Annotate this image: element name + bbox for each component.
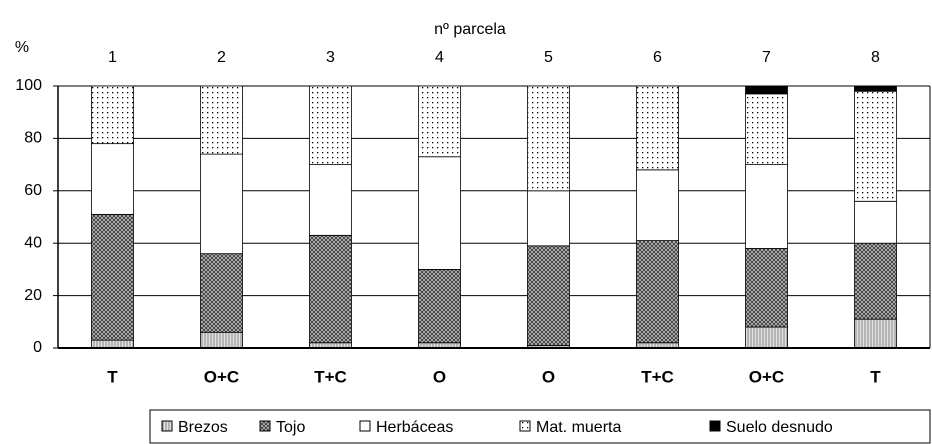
legend-swatch: [519, 420, 531, 432]
x-tick-label: T+C: [314, 367, 347, 386]
legend-swatch: [709, 420, 721, 432]
chart-title: nº parcela: [434, 21, 506, 38]
bar-segment: [636, 85, 679, 171]
y-tick-label: 80: [24, 130, 42, 147]
legend-box: [149, 409, 931, 444]
bar-segment: [745, 326, 788, 349]
bar-segment: [200, 85, 243, 155]
parcel-label: 6: [653, 49, 662, 66]
x-tick-label: T: [870, 367, 881, 386]
bar-segment: [854, 85, 897, 92]
bar-segment: [854, 242, 897, 320]
x-tick-label: O+C: [749, 367, 784, 386]
bar-segment: [418, 268, 461, 344]
parcel-label: 4: [435, 49, 444, 66]
bar-segment: [745, 85, 788, 95]
bar-segment: [200, 153, 243, 255]
parcel-label: 1: [108, 49, 117, 66]
bar-segment: [854, 318, 897, 349]
bar-segment: [91, 143, 134, 215]
parcel-label: 2: [217, 49, 226, 66]
bar-segment: [309, 234, 352, 344]
x-tick-label: O+C: [204, 367, 239, 386]
bar-segment: [418, 156, 461, 270]
bar-segment: [527, 190, 570, 247]
bar-segment: [309, 164, 352, 236]
y-tick-label: 20: [24, 287, 42, 304]
x-tick-label: O: [433, 367, 446, 386]
y-tick-label: 40: [24, 234, 42, 251]
bar-segment: [745, 164, 788, 249]
legend-swatch: [161, 420, 173, 432]
bar-segment: [636, 169, 679, 241]
parcel-label: 7: [762, 49, 771, 66]
bar-segment: [309, 85, 352, 165]
bar-segment: [91, 85, 134, 145]
bar-segment: [200, 253, 243, 333]
bar-segment: [91, 339, 134, 349]
y-tick-label: 60: [24, 182, 42, 199]
bar-segment: [527, 245, 570, 346]
bar-segment: [91, 213, 134, 341]
legend-label: Brezos: [178, 419, 228, 436]
bar-segment: [200, 331, 243, 349]
x-tick-label: T: [107, 367, 118, 386]
legend-label: Mat. muerta: [536, 419, 621, 436]
parcel-label: 8: [871, 49, 880, 66]
legend-label: Suelo desnudo: [726, 419, 833, 436]
legend-label: Herbáceas: [376, 419, 453, 436]
bar-segment: [636, 240, 679, 344]
x-tick-label: T+C: [641, 367, 674, 386]
bar-segment: [745, 93, 788, 165]
y-tick-label: 0: [33, 339, 42, 356]
parcel-label: 3: [326, 49, 335, 66]
legend-swatch: [259, 420, 271, 432]
legend-swatch: [359, 420, 371, 432]
bar-segment: [854, 200, 897, 244]
x-tick-label: O: [542, 367, 555, 386]
y-tick-label: 100: [15, 77, 42, 94]
bar-segment: [745, 248, 788, 328]
y-axis-label: %: [15, 39, 29, 56]
bar-segment: [418, 85, 461, 158]
parcel-label: 5: [544, 49, 553, 66]
bar-segment: [527, 85, 570, 192]
legend-label: Tojo: [276, 419, 305, 436]
bar-segment: [854, 90, 897, 202]
